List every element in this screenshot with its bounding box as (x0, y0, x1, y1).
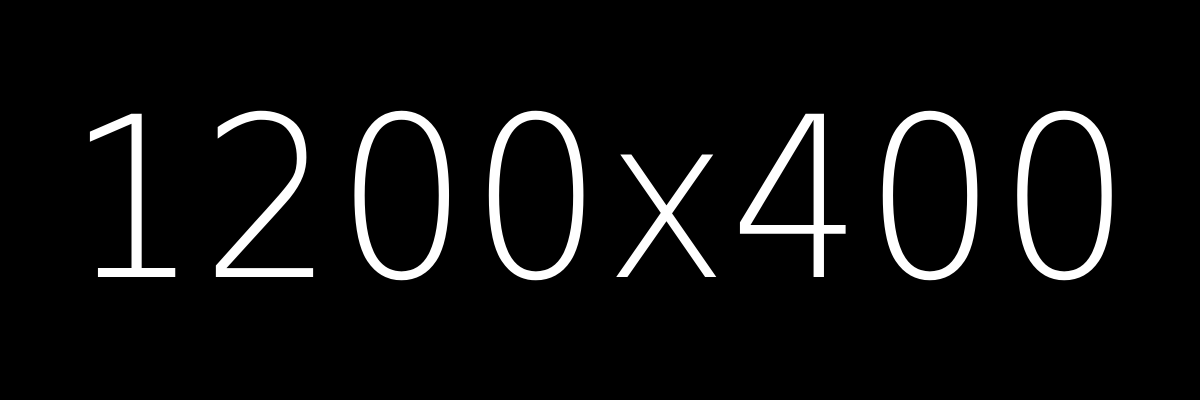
dimension-label: 1200x400 (67, 69, 1133, 330)
